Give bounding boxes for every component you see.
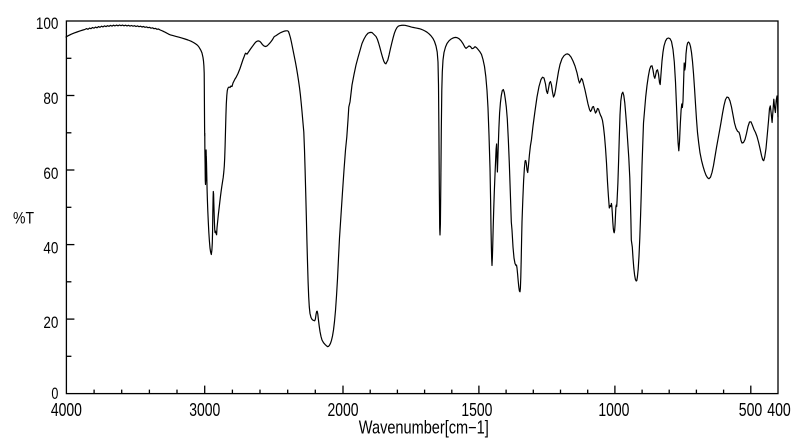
svg-text:0: 0: [51, 385, 58, 403]
svg-text:Wavenumber[cm−1]: Wavenumber[cm−1]: [359, 418, 489, 438]
svg-text:400: 400: [767, 399, 791, 420]
svg-text:500: 500: [739, 399, 763, 420]
svg-text:20: 20: [43, 314, 58, 332]
svg-text:2000: 2000: [328, 399, 359, 420]
svg-text:1000: 1000: [598, 399, 629, 420]
svg-text:4000: 4000: [51, 399, 82, 420]
svg-text:%T: %T: [13, 209, 34, 228]
svg-text:60: 60: [43, 165, 58, 183]
svg-text:40: 40: [43, 240, 58, 258]
svg-text:3000: 3000: [189, 399, 220, 420]
svg-text:100: 100: [36, 15, 59, 33]
svg-text:80: 80: [43, 90, 58, 108]
svg-text:1500: 1500: [461, 399, 492, 420]
